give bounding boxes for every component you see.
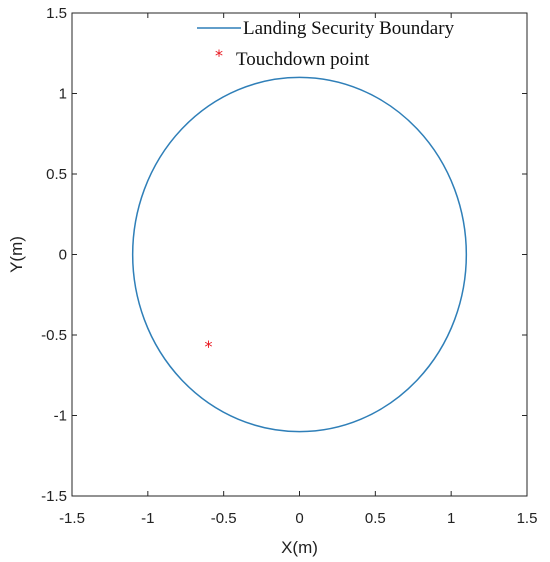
x-axis-label: X(m)	[281, 538, 318, 557]
x-tick-label: -1	[141, 510, 154, 527]
y-tick-label: 1	[59, 86, 67, 103]
y-tick-label: 0.5	[46, 166, 67, 183]
y-tick-label: -0.5	[41, 327, 67, 344]
x-tick-label: 1.5	[517, 510, 538, 527]
x-tick-label: 0.5	[365, 510, 386, 527]
legend-label-touchdown: Touchdown point	[236, 49, 370, 70]
data-layer: *	[131, 76, 468, 433]
x-tick-label: 0	[295, 510, 303, 527]
legend: Landing Security Boundary * Touchdown po…	[197, 18, 455, 70]
y-tick-label: 1.5	[46, 5, 67, 22]
y-axis-label: Y(m)	[7, 236, 26, 273]
legend-swatch-touchdown: *	[215, 46, 223, 65]
touchdown-point-marker: *	[205, 337, 213, 356]
x-tick-label: 1	[447, 510, 455, 527]
y-tick-label: 0	[59, 247, 67, 264]
x-tick-label: -0.5	[211, 510, 237, 527]
boundary-circle	[131, 76, 468, 433]
y-tick-label: -1.5	[41, 488, 67, 505]
y-tick-label: -1	[54, 408, 67, 425]
plot-background	[72, 13, 527, 496]
x-tick-label: -1.5	[59, 510, 85, 527]
ticks-layer: -1.5 -1 -0.5 0 0.5 1 1.5 -1.5 -1 -0.5 0 0.5 1 1.5	[41, 5, 537, 527]
legend-label-boundary: Landing Security Boundary	[243, 18, 455, 39]
